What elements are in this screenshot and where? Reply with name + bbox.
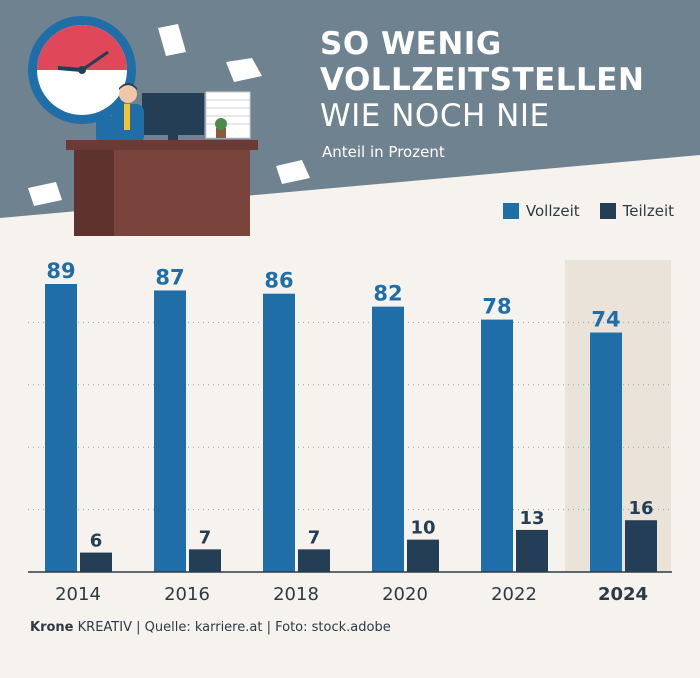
data-label-teilzeit-2020: 10 xyxy=(410,518,435,539)
bar-teilzeit-2024 xyxy=(625,520,657,572)
bar-vollzeit-2016 xyxy=(154,290,186,572)
x-tick-label-2020: 2020 xyxy=(382,584,428,605)
desk-icon xyxy=(66,140,258,150)
paper-icon xyxy=(158,24,186,56)
footer-credits: Krone KREATIV | Quelle: karriere.at | Fo… xyxy=(30,620,391,635)
title-line-3: WIE NOCH NIE xyxy=(320,98,550,134)
data-label-teilzeit-2018: 7 xyxy=(308,527,321,548)
data-label-teilzeit-2024: 16 xyxy=(628,498,653,519)
data-label-teilzeit-2022: 13 xyxy=(519,508,544,529)
footer-separator: | xyxy=(266,620,271,635)
footer-separator: | xyxy=(136,620,141,635)
legend-item-teilzeit: Teilzeit xyxy=(599,202,674,220)
person-icon xyxy=(96,83,144,144)
data-label-vollzeit-2024: 74 xyxy=(591,308,620,332)
bar-vollzeit-2024 xyxy=(590,332,622,572)
bar-teilzeit-2016 xyxy=(189,549,221,572)
legend-label-vollzeit: Vollzeit xyxy=(525,202,580,220)
bar-vollzeit-2018 xyxy=(263,293,295,572)
x-tick-label-2024: 2024 xyxy=(598,584,648,605)
x-tick-label-2014: 2014 xyxy=(55,584,101,605)
x-tick-label-2016: 2016 xyxy=(164,584,210,605)
paper-icon xyxy=(226,58,262,82)
paper-icon xyxy=(276,160,310,184)
legend-swatch-vollzeit xyxy=(502,203,519,219)
data-label-teilzeit-2014: 6 xyxy=(90,531,103,552)
x-tick-label-2018: 2018 xyxy=(273,584,319,605)
clock-icon xyxy=(28,16,136,124)
data-label-vollzeit-2014: 89 xyxy=(46,259,75,283)
data-label-vollzeit-2018: 86 xyxy=(264,269,293,293)
title-line-2: VOLLZEITSTELLEN xyxy=(320,62,645,98)
monitor-icon xyxy=(142,93,204,135)
footer-brand-suffix: KREATIV xyxy=(77,620,132,635)
footer-brand: Krone xyxy=(30,620,74,635)
footer-photo-credit: Foto: stock.adobe xyxy=(275,620,391,635)
footer-source: Quelle: karriere.at xyxy=(144,620,263,635)
plant-icon xyxy=(216,128,226,138)
office-worker-illustration xyxy=(28,16,310,236)
legend-item-vollzeit: Vollzeit xyxy=(502,202,580,220)
data-label-vollzeit-2020: 82 xyxy=(373,282,402,306)
chart-subtitle: Anteil in Prozent xyxy=(322,143,445,161)
legend-label-teilzeit: Teilzeit xyxy=(622,202,674,220)
bar-teilzeit-2022 xyxy=(516,529,548,572)
paper-icon xyxy=(28,182,62,206)
bar-vollzeit-2022 xyxy=(481,319,513,572)
title-line-1: SO WENIG xyxy=(320,26,502,62)
data-label-vollzeit-2022: 78 xyxy=(482,295,511,319)
x-tick-label-2022: 2022 xyxy=(491,584,537,605)
bar-vollzeit-2014 xyxy=(45,284,77,572)
bar-teilzeit-2014 xyxy=(80,552,112,572)
legend-swatch-teilzeit xyxy=(599,203,616,219)
bar-vollzeit-2020 xyxy=(372,306,404,572)
bar-teilzeit-2018 xyxy=(298,549,330,572)
data-label-teilzeit-2016: 7 xyxy=(199,527,212,548)
chart-legend: Vollzeit Teilzeit xyxy=(491,202,674,220)
data-label-vollzeit-2016: 87 xyxy=(155,265,184,289)
bar-teilzeit-2020 xyxy=(407,539,439,572)
